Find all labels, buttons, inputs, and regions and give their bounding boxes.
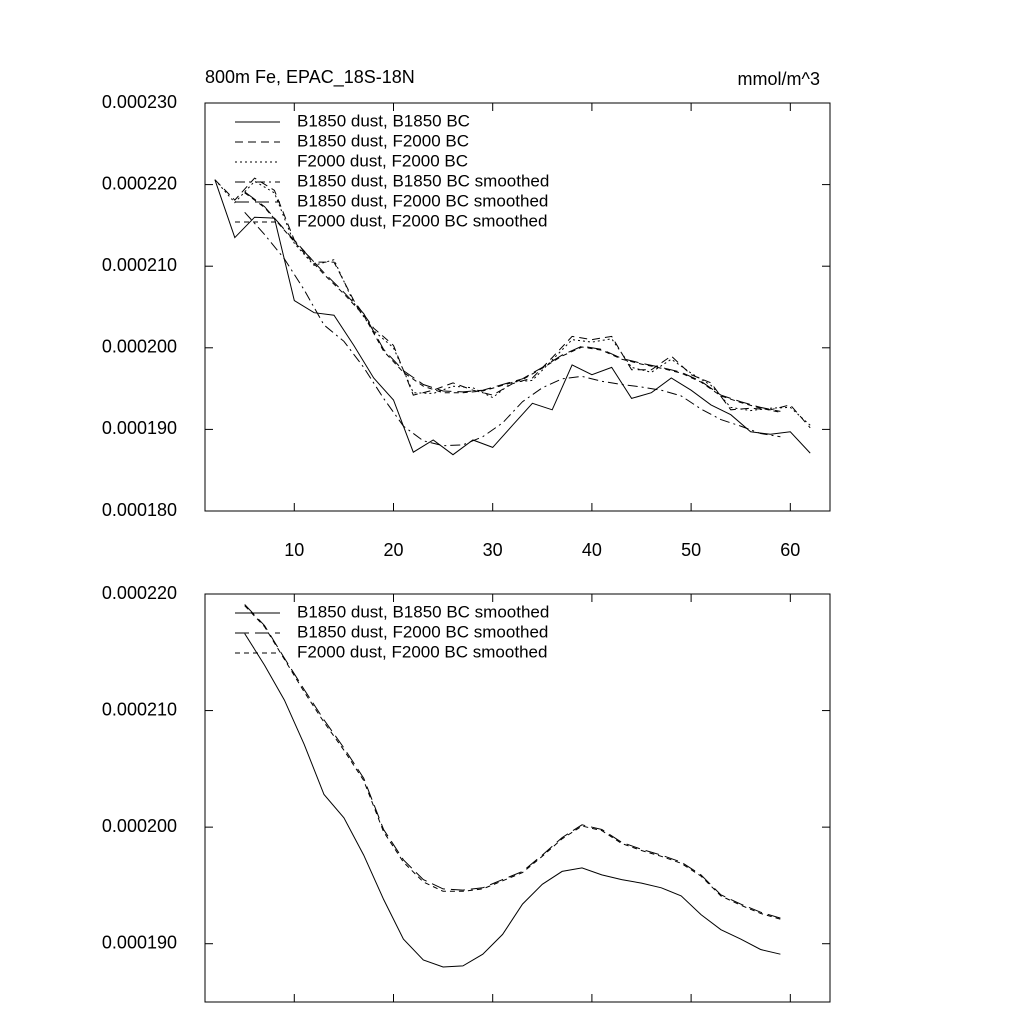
y-tick-label: 0.000190 <box>102 932 177 952</box>
x-tick-label: 40 <box>582 540 602 560</box>
legend-label: F2000 dust, F2000 BC <box>297 151 468 170</box>
legend-label: B1850 dust, F2000 BC smoothed <box>297 191 548 210</box>
x-tick-label: 60 <box>780 540 800 560</box>
series-line <box>244 633 781 968</box>
series-line <box>214 179 811 456</box>
legend-label: B1850 dust, F2000 BC <box>297 131 469 150</box>
legend-label: B1850 dust, B1850 BC smoothed <box>297 602 549 621</box>
legend-label: B1850 dust, B1850 BC <box>297 111 470 130</box>
series-line <box>214 179 811 426</box>
chart-title: 800m Fe, EPAC_18S-18N <box>205 67 415 88</box>
y-tick-label: 0.000200 <box>102 337 177 357</box>
y-tick-label: 0.000220 <box>102 583 177 603</box>
x-tick-label: 30 <box>483 540 503 560</box>
series-line <box>244 192 781 413</box>
legend-label: F2000 dust, F2000 BC smoothed <box>297 211 547 230</box>
series-line <box>214 177 811 429</box>
plot-frame <box>204 102 831 512</box>
legend-label: B1850 dust, B1850 BC smoothed <box>297 171 549 190</box>
x-tick-label: 10 <box>284 540 304 560</box>
y-tick-label: 0.000180 <box>102 500 177 520</box>
y-tick-label: 0.000210 <box>102 699 177 719</box>
y-tick-label: 0.000210 <box>102 255 177 275</box>
units-label: mmol/m^3 <box>738 69 820 89</box>
y-tick-label: 0.000230 <box>102 92 177 112</box>
y-tick-label: 0.000220 <box>102 173 177 193</box>
series-line <box>244 605 781 920</box>
series-line <box>244 604 781 919</box>
x-tick-label: 20 <box>383 540 403 560</box>
legend-label: B1850 dust, F2000 BC smoothed <box>297 622 548 641</box>
x-tick-label: 50 <box>681 540 701 560</box>
series-line <box>244 191 781 412</box>
y-tick-label: 0.000200 <box>102 816 177 836</box>
plot-frame <box>204 593 831 1003</box>
legend-label: F2000 dust, F2000 BC smoothed <box>297 642 547 661</box>
y-tick-label: 0.000190 <box>102 418 177 438</box>
series-line <box>244 211 781 447</box>
